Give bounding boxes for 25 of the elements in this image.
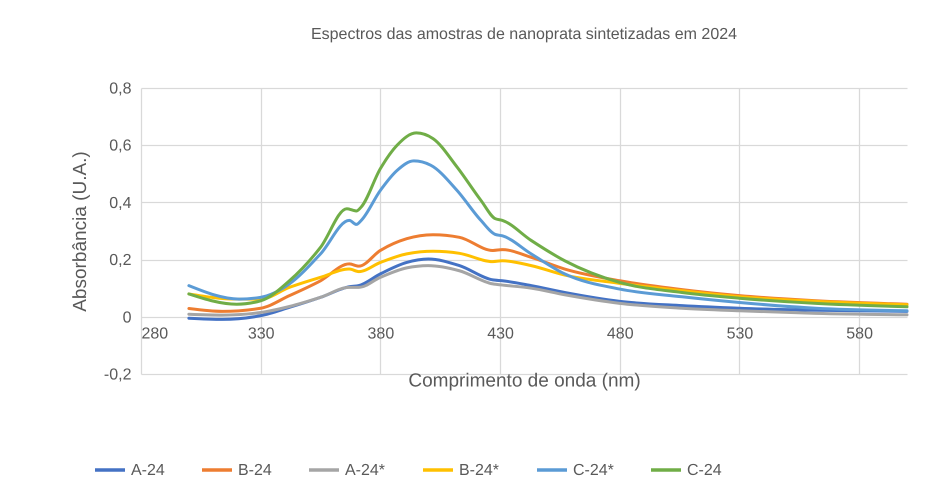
chart-title: Espectros das amostras de nanoprata sintetizadas em 2024	[310, 26, 738, 43]
legend-label: B-24*	[459, 462, 500, 479]
x-tick-label: 530	[726, 325, 754, 342]
y-tick-label: 0,4	[109, 194, 132, 212]
legend-label: A-24	[131, 462, 165, 479]
y-tick-label: 0,6	[109, 138, 132, 155]
y-axis-title: Absorbância (U.A.)	[70, 151, 91, 312]
y-tick-label: -0,2	[104, 366, 132, 384]
x-tick-label: 480	[606, 325, 634, 342]
y-tick-label: 0,8	[109, 80, 132, 98]
legend-label: C-24*	[573, 462, 614, 479]
x-tick-label: 430	[487, 325, 514, 342]
x-tick-label: 330	[248, 325, 275, 342]
legend-label: A-24*	[345, 462, 386, 479]
legend-label: C-24	[687, 462, 722, 479]
line-series	[187, 264, 908, 317]
x-tick-label: 280	[142, 325, 168, 342]
x-tick-label: 580	[846, 325, 874, 342]
y-tick-label: 0,2	[109, 252, 132, 270]
x-axis-title: Comprimento de onda (nm)	[408, 370, 641, 392]
line-series	[187, 131, 908, 308]
x-tick-label: 380	[368, 325, 394, 342]
line-series	[187, 159, 908, 312]
legend-label: B-24	[238, 462, 272, 479]
y-tick-label: 0	[122, 309, 132, 326]
